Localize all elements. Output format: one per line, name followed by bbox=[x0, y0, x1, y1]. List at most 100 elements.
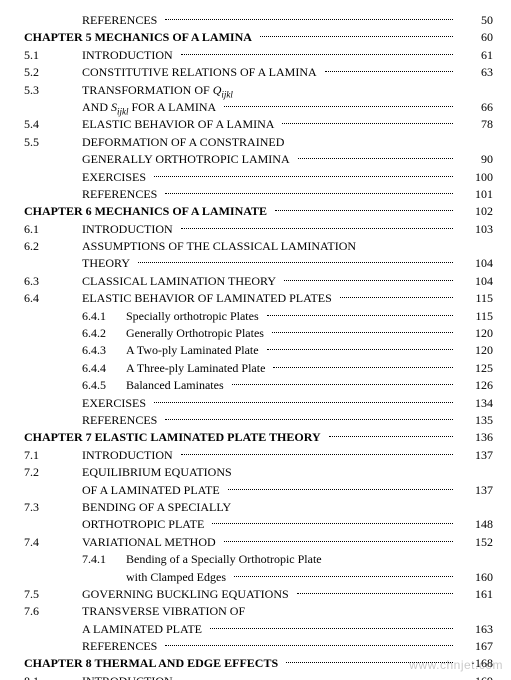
toc-row: 6.4.4A Three-ply Laminated Plate125 bbox=[24, 360, 493, 377]
toc-row-page: 50 bbox=[459, 12, 493, 29]
toc-row-label: INTRODUCTION bbox=[82, 221, 173, 238]
toc-row-subnumber: 6.4.2 bbox=[82, 325, 126, 342]
toc-row-label: BENDING OF A SPECIALLY bbox=[82, 499, 231, 516]
toc-row: REFERENCES135 bbox=[24, 412, 493, 429]
toc-row: CHAPTER 7 ELASTIC LAMINATED PLATE THEORY… bbox=[24, 429, 493, 446]
toc-row-leader-dots bbox=[224, 541, 453, 542]
toc-row-label: ORTHOTROPIC PLATE bbox=[82, 516, 204, 533]
toc-row-leader-dots bbox=[273, 367, 453, 368]
toc-row: GENERALLY ORTHOTROPIC LAMINA 90 bbox=[24, 151, 493, 168]
toc-row: 8.1INTRODUCTION169 bbox=[24, 673, 493, 680]
toc-row-subnumber: 6.4.5 bbox=[82, 377, 126, 394]
toc-row-number: 5.2 bbox=[24, 64, 82, 81]
toc-row-page: 90 bbox=[459, 151, 493, 168]
toc-row: 6.1INTRODUCTION 103 bbox=[24, 221, 493, 238]
toc-row-number: 7.6 bbox=[24, 603, 82, 620]
toc-row-leader-dots bbox=[267, 349, 453, 350]
toc-row-label: TRANSFORMATION OF Qijkl bbox=[82, 82, 233, 99]
toc-row-leader-dots bbox=[154, 402, 453, 403]
toc-row-label: DEFORMATION OF A CONSTRAINED bbox=[82, 134, 284, 151]
toc-row-label: INTRODUCTION bbox=[82, 447, 173, 464]
toc-row-leader-dots bbox=[224, 106, 453, 107]
toc-row-page: 169 bbox=[459, 673, 493, 680]
toc-row: REFERENCES 167 bbox=[24, 638, 493, 655]
toc-row-number: 6.3 bbox=[24, 273, 82, 290]
toc-row-label: EXERCISES bbox=[82, 169, 146, 186]
toc-row-label: GOVERNING BUCKLING EQUATIONS bbox=[82, 586, 289, 603]
toc-row-label: REFERENCES bbox=[82, 186, 157, 203]
toc-row-page: 167 bbox=[459, 638, 493, 655]
toc-row-label: REFERENCES bbox=[82, 638, 157, 655]
toc-row-label: with Clamped Edges bbox=[126, 569, 226, 586]
toc-row-label: CHAPTER 5 MECHANICS OF A LAMINA bbox=[24, 29, 252, 46]
toc-row-page: 148 bbox=[459, 516, 493, 533]
toc-row: 7.4VARIATIONAL METHOD 152 bbox=[24, 534, 493, 551]
toc-row: 6.2ASSUMPTIONS OF THE CLASSICAL LAMINATI… bbox=[24, 238, 493, 255]
toc-row: ORTHOTROPIC PLATE 148 bbox=[24, 516, 493, 533]
toc-row: 5.3TRANSFORMATION OF Qijkl bbox=[24, 82, 493, 99]
toc-row: A LAMINATED PLATE163 bbox=[24, 621, 493, 638]
toc-row-page: 104 bbox=[459, 255, 493, 272]
toc-row-page: 60 bbox=[459, 29, 493, 46]
toc-row-page: 161 bbox=[459, 586, 493, 603]
toc-row-leader-dots bbox=[272, 332, 453, 333]
toc-row-leader-dots bbox=[275, 210, 453, 211]
toc-row-leader-dots bbox=[340, 297, 453, 298]
toc-row-leader-dots bbox=[329, 436, 453, 437]
toc-row-leader-dots bbox=[267, 315, 453, 316]
toc-row: EXERCISES134 bbox=[24, 395, 493, 412]
toc-row: 7.5GOVERNING BUCKLING EQUATIONS 161 bbox=[24, 586, 493, 603]
toc-row-label: CHAPTER 8 THERMAL AND EDGE EFFECTS bbox=[24, 655, 278, 672]
toc-row-leader-dots bbox=[154, 176, 453, 177]
toc-row-label: GENERALLY ORTHOTROPIC LAMINA bbox=[82, 151, 290, 168]
toc-row-subnumber: 6.4.4 bbox=[82, 360, 126, 377]
toc-row-page: 134 bbox=[459, 395, 493, 412]
toc-row: 5.4ELASTIC BEHAVIOR OF A LAMINA78 bbox=[24, 116, 493, 133]
toc-row-page: 61 bbox=[459, 47, 493, 64]
toc-row: REFERENCES 101 bbox=[24, 186, 493, 203]
toc-row: THEORY104 bbox=[24, 255, 493, 272]
toc-row-page: 152 bbox=[459, 534, 493, 551]
toc-row-subnumber: 6.4.3 bbox=[82, 342, 126, 359]
toc-row: 6.3CLASSICAL LAMINATION THEORY104 bbox=[24, 273, 493, 290]
toc-row-leader-dots bbox=[325, 71, 453, 72]
toc-row-number: 6.1 bbox=[24, 221, 82, 238]
toc-row-label: A Two-ply Laminated Plate bbox=[126, 342, 259, 359]
toc-row: REFERENCES50 bbox=[24, 12, 493, 29]
toc-row-leader-dots bbox=[181, 54, 453, 55]
toc-row-page: 163 bbox=[459, 621, 493, 638]
toc-row-label: VARIATIONAL METHOD bbox=[82, 534, 216, 551]
toc-row: 6.4.2Generally Orthotropic Plates 120 bbox=[24, 325, 493, 342]
toc-row-label: Generally Orthotropic Plates bbox=[126, 325, 264, 342]
toc-row: 7.6TRANSVERSE VIBRATION OF bbox=[24, 603, 493, 620]
toc-row-page: 103 bbox=[459, 221, 493, 238]
toc-row-page: 135 bbox=[459, 412, 493, 429]
toc-row-leader-dots bbox=[286, 662, 453, 663]
toc-row-leader-dots bbox=[232, 384, 453, 385]
toc-row-leader-dots bbox=[138, 262, 453, 263]
toc-row-label: AND Sijkl FOR A LAMINA bbox=[82, 99, 216, 116]
toc-row: CHAPTER 6 MECHANICS OF A LAMINATE102 bbox=[24, 203, 493, 220]
toc-row-label: CHAPTER 6 MECHANICS OF A LAMINATE bbox=[24, 203, 267, 220]
toc-row: 5.1INTRODUCTION61 bbox=[24, 47, 493, 64]
toc-row-number: 7.4 bbox=[24, 534, 82, 551]
toc-row-leader-dots bbox=[212, 523, 453, 524]
toc-row: 5.5DEFORMATION OF A CONSTRAINED bbox=[24, 134, 493, 151]
toc-row-page: 101 bbox=[459, 186, 493, 203]
toc-row-leader-dots bbox=[297, 593, 453, 594]
toc-row: 6.4.3A Two-ply Laminated Plate120 bbox=[24, 342, 493, 359]
toc-row-number: 7.5 bbox=[24, 586, 82, 603]
toc-row-page: 120 bbox=[459, 325, 493, 342]
toc-row-label: Specially orthotropic Plates bbox=[126, 308, 259, 325]
toc-row-leader-dots bbox=[165, 193, 453, 194]
toc-row-leader-dots bbox=[210, 628, 453, 629]
toc-row-label: CHAPTER 7 ELASTIC LAMINATED PLATE THEORY bbox=[24, 429, 321, 446]
toc-row-label: CLASSICAL LAMINATION THEORY bbox=[82, 273, 276, 290]
toc-row-label: OF A LAMINATED PLATE bbox=[82, 482, 220, 499]
toc-row: AND Sijkl FOR A LAMINA66 bbox=[24, 99, 493, 116]
toc-row-page: 100 bbox=[459, 169, 493, 186]
toc-row-number: 7.2 bbox=[24, 464, 82, 481]
toc-row: 7.3BENDING OF A SPECIALLY bbox=[24, 499, 493, 516]
table-of-contents: REFERENCES50CHAPTER 5 MECHANICS OF A LAM… bbox=[24, 12, 493, 680]
toc-row: EXERCISES 100 bbox=[24, 169, 493, 186]
